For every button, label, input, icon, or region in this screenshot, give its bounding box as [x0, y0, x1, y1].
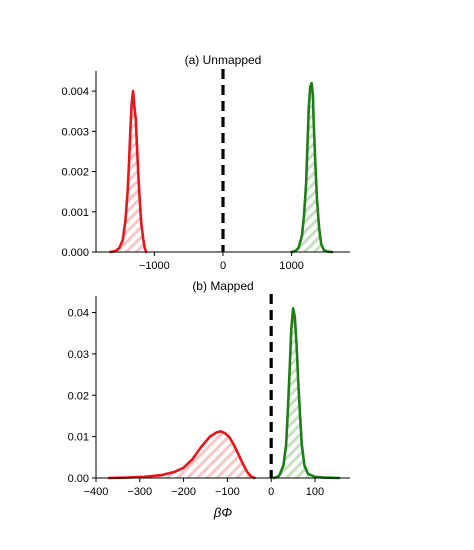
x-tick-label: −100 — [215, 486, 240, 498]
panel-mapped: (b) Mapped 0.00 0.01 0.02 0.03 0.04 −400 −300 −… — [68, 279, 350, 520]
y-tick-label: 0.04 — [68, 308, 89, 320]
x-tick-label: −1000 — [139, 260, 170, 272]
x-tick-label: 1000 — [279, 260, 303, 272]
y-tick-label: 0.000 — [61, 247, 89, 259]
y-tick-label: 0.01 — [68, 432, 89, 444]
y-tick-label: 0.001 — [61, 207, 89, 219]
series-line-unbound — [109, 89, 148, 254]
x-tick-label: −300 — [127, 486, 152, 498]
series-line-unbound — [107, 430, 256, 480]
y-tick-label: 0.00 — [68, 473, 89, 485]
y-tick-label: 0.002 — [61, 167, 89, 179]
y-tick-label: 0.02 — [68, 390, 89, 402]
x-tick-label: −200 — [171, 486, 196, 498]
panel-title: (b) Mapped — [192, 279, 253, 293]
x-axis-label: βΦ — [213, 505, 232, 520]
x-tick-label: −400 — [84, 486, 109, 498]
panel-title: (a) Unmapped — [185, 53, 262, 67]
series-fill-unbound — [109, 431, 255, 478]
x-tick-label: 100 — [306, 486, 324, 498]
series-fill-unbound — [110, 91, 147, 252]
y-tick-label: 0.03 — [68, 349, 89, 361]
x-tick-label: 0 — [268, 486, 274, 498]
panel-unmapped: (a) Unmapped 0.000 0.001 0.002 0.003 0.004 −1… — [61, 53, 350, 272]
x-tick-label: 0 — [220, 260, 226, 272]
series-line-bound — [290, 81, 334, 254]
series-line-bound — [272, 307, 341, 480]
series-fill-bound — [291, 83, 333, 252]
y-tick-label: 0.004 — [61, 86, 89, 98]
series-fill-bound — [273, 308, 340, 478]
y-tick-label: 0.003 — [61, 126, 89, 138]
